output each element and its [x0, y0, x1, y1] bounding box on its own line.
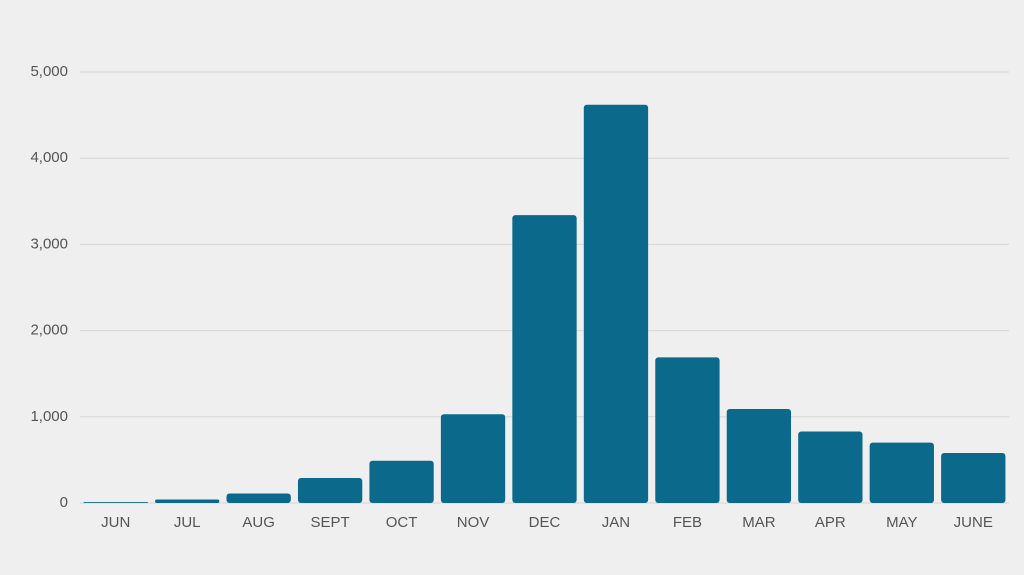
- x-tick-label: AUG: [242, 514, 275, 531]
- bar: [369, 460, 434, 503]
- x-tick-label: FEB: [673, 514, 702, 531]
- y-tick-label: 4,000: [30, 149, 68, 166]
- bar: [440, 414, 506, 503]
- x-tick-label: DEC: [529, 514, 561, 531]
- y-tick-label: 1,000: [30, 408, 68, 425]
- x-tick-label: JUL: [174, 514, 201, 531]
- bar: [869, 442, 934, 503]
- bar: [83, 502, 148, 503]
- x-tick-label: SEPT: [311, 514, 350, 531]
- bar: [297, 478, 363, 503]
- y-tick-label: 5,000: [30, 63, 68, 80]
- x-tick-label: MAY: [886, 514, 917, 531]
- x-tick-label: NOV: [457, 514, 490, 531]
- bar: [226, 493, 291, 503]
- bar: [798, 431, 863, 503]
- y-tick-label: 0: [60, 494, 68, 511]
- bar: [941, 453, 1006, 503]
- bar: [583, 104, 649, 504]
- bar: [726, 409, 792, 503]
- y-tick-label: 2,000: [30, 322, 68, 339]
- x-tick-label: MAR: [742, 514, 776, 531]
- bar: [155, 499, 220, 503]
- x-tick-label: APR: [815, 514, 846, 531]
- bar: [655, 357, 720, 503]
- x-tick-label: JUN: [101, 514, 130, 531]
- x-tick-label: JAN: [602, 514, 630, 531]
- y-tick-label: 3,000: [30, 235, 68, 252]
- x-tick-label: OCT: [386, 514, 418, 531]
- bar: [512, 215, 577, 504]
- x-tick-label: JUNE: [954, 514, 993, 531]
